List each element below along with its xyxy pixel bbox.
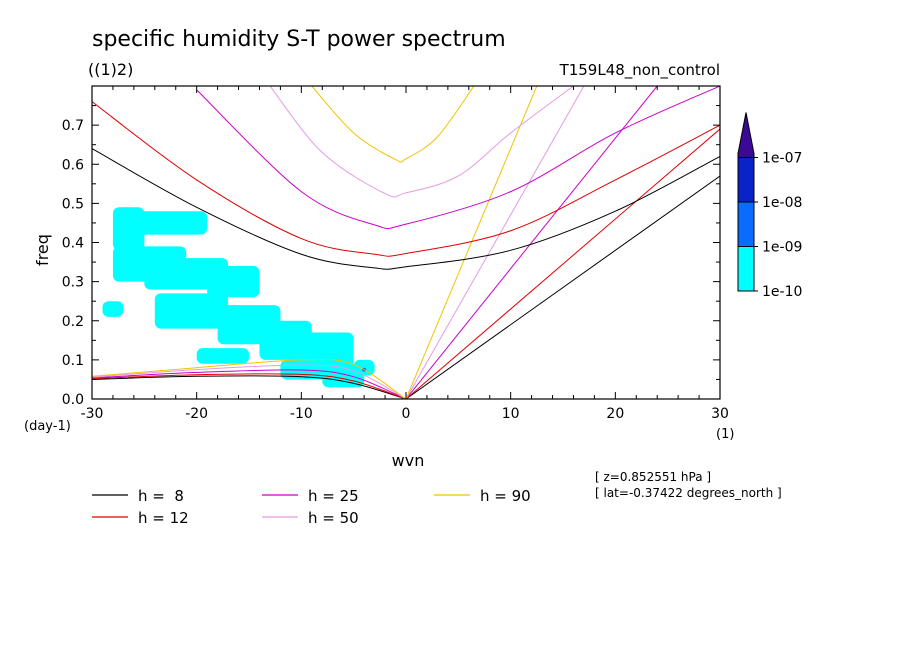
y-unit-label: (day-1) (24, 419, 71, 434)
colorbar-label: 1e-09 (762, 240, 802, 256)
shaded-region-5 (154, 293, 229, 329)
y-tick-label: 0.2 (62, 314, 84, 330)
colorbar-arrow (737, 112, 755, 158)
rossby-curve-h90 (92, 358, 407, 399)
dispersion-curves (92, 86, 720, 399)
shaded-region-4 (207, 265, 260, 298)
wig-curve-h25 (196, 86, 720, 230)
x-tick-label: -20 (185, 406, 208, 422)
shaded-region-9 (102, 301, 124, 317)
y-axis-label: freq (33, 234, 52, 266)
colorbar: 1e-10 1e-09 1e-08 1e-07 (737, 112, 802, 300)
x-tick-label: 20 (606, 406, 624, 422)
x-tick-label: 30 (711, 406, 729, 422)
legend: h = 8 h = 12 h = 25 h = 50 h = 90 (92, 487, 531, 527)
chart-subtitle-left: ((1)2) (88, 60, 133, 79)
y-tick-label: 0.6 (62, 157, 84, 173)
legend-label: h = 50 (308, 509, 359, 527)
y-tick-label: 0.1 (62, 353, 84, 369)
rossby-curve-h50 (92, 364, 407, 399)
kelvin-curve-h25 (405, 86, 658, 399)
colorbar-label: 1e-10 (762, 284, 802, 300)
colorbar-label: 1e-08 (762, 195, 802, 211)
info-z: [ z=0.852551 hPa ] (595, 470, 711, 484)
legend-label: h = 25 (308, 487, 359, 505)
wig-curve-h90 (311, 86, 475, 163)
rossby-curve-h25 (92, 369, 407, 399)
shaded-region-3 (144, 258, 229, 290)
y-tick-label: 0.0 (62, 392, 84, 408)
shaded-region-7 (259, 320, 312, 360)
axes: -30 -20 -10 0 10 20 30 0.0 0.1 0.2 0.3 0.4 0.5 0.6 0.7 (62, 86, 729, 422)
kelvin-curve-h90 (405, 86, 538, 399)
rossby-curve-h12 (92, 373, 407, 399)
wig-curve-h50 (269, 86, 574, 198)
x-tick-label: 0 (402, 406, 411, 422)
shaded-region-10 (196, 348, 249, 364)
shaded-region-13 (353, 359, 375, 376)
x-tick-label: 10 (502, 406, 520, 422)
kelvin-curve-h50 (405, 86, 585, 399)
x-tick-label: -30 (81, 406, 104, 422)
colorbar-segment-0 (737, 246, 755, 292)
info-lat: [ lat=-0.37422 degrees_north ] (595, 486, 782, 500)
chart-subtitle-right: T159L48_non_control (559, 61, 720, 80)
colorbar-segment-2 (737, 157, 755, 203)
x-tick-label: -10 (290, 406, 313, 422)
legend-label: h = 12 (138, 509, 189, 527)
spectrum-shading (102, 207, 375, 388)
y-tick-label: 0.3 (62, 275, 84, 291)
legend-label: h = 90 (480, 487, 531, 505)
wig-curve-h12 (92, 101, 720, 257)
colorbar-segment-1 (737, 201, 755, 247)
x-unit-label: (1) (716, 427, 734, 442)
wig-curve-h8 (92, 148, 720, 270)
colorbar-label: 1e-07 (762, 151, 802, 167)
y-tick-label: 0.5 (62, 196, 84, 212)
rossby-curve-h8 (92, 375, 407, 399)
kelvin-curve-h8 (405, 175, 720, 399)
y-tick-label: 0.4 (62, 236, 84, 252)
y-tick-label: 0.7 (62, 118, 84, 134)
chart-title: specific humidity S-T power spectrum (92, 27, 506, 52)
legend-label: h = 8 (138, 487, 184, 505)
x-axis-label: wvn (392, 451, 425, 470)
shaded-region-8 (301, 332, 354, 368)
kelvin-curve-h12 (405, 128, 720, 399)
shaded-region-1 (133, 211, 208, 235)
